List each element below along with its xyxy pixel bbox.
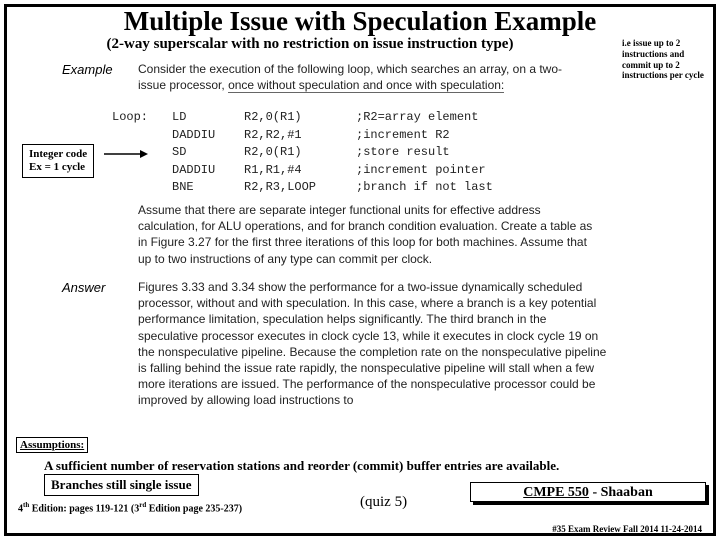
answer-paragraph: Figures 3.33 and 3.34 show the performan… (138, 279, 608, 409)
quiz-label: (quiz 5) (360, 494, 407, 511)
slide-subtitle: (2-way superscalar with no restriction o… (0, 36, 620, 53)
assumptions-label: Assumptions: (16, 437, 88, 453)
code-row: DADDIUR2,R2,#1;increment R2 (112, 128, 503, 144)
integer-note-box: Integer code Ex = 1 cycle (22, 144, 94, 178)
code-args: R2,0(R1) (244, 145, 354, 161)
ed-suffix: Edition page 235-237) (146, 503, 242, 514)
course-front: CMPE 550 - Shaaban (470, 482, 706, 502)
code-op: BNE (172, 180, 242, 196)
slide-title: Multiple Issue with Speculation Example (0, 6, 720, 37)
example-line2a: issue processor, (138, 78, 225, 92)
code-args: R2,R3,LOOP (244, 180, 354, 196)
code-args: R2,R2,#1 (244, 128, 354, 144)
code-label (112, 128, 170, 144)
footer-line: #35 Exam Review Fall 2014 11-24-2014 (552, 524, 702, 534)
side-note: i.e issue up to 2 instructions and commi… (622, 38, 710, 81)
code-op: DADDIU (172, 128, 242, 144)
example-line1: Consider the execution of the following … (138, 62, 562, 76)
course-box: CMPE 550 - Shaaban (470, 482, 706, 502)
assumption-line: A sufficient number of reservation stati… (44, 458, 559, 474)
ed-mid: Edition: pages 119-121 (3 (29, 503, 139, 514)
code-row: Loop:LDR2,0(R1);R2=array element (112, 110, 503, 126)
branches-box: Branches still single issue (44, 474, 199, 496)
assume-paragraph: Assume that there are separate integer f… (138, 202, 598, 267)
code-comment: ;increment pointer (356, 163, 503, 179)
code-args: R2,0(R1) (244, 110, 354, 126)
code-label (112, 180, 170, 196)
code-op: LD (172, 110, 242, 126)
edition-reference: 4th Edition: pages 119-121 (3rd Edition … (18, 501, 242, 514)
course-name: Shaaban (601, 485, 653, 500)
code-row: BNER2,R3,LOOP;branch if not last (112, 180, 503, 196)
example-line2b: once without speculation and once with s… (228, 78, 504, 93)
code-row: SDR2,0(R1);store result (112, 145, 503, 161)
code-op: DADDIU (172, 163, 242, 179)
code-comment: ;store result (356, 145, 503, 161)
code-label: Loop: (112, 110, 170, 126)
code-row: DADDIUR1,R1,#4;increment pointer (112, 163, 503, 179)
code-args: R1,R1,#4 (244, 163, 354, 179)
integer-note-l1: Integer code (29, 148, 87, 160)
code-op: SD (172, 145, 242, 161)
course-sep: - (589, 485, 601, 500)
answer-label: Answer (62, 280, 105, 295)
integer-note-l2: Ex = 1 cycle (29, 161, 85, 173)
arrow-icon (104, 154, 144, 155)
example-label: Example (62, 62, 113, 77)
example-text: Consider the execution of the following … (138, 61, 598, 93)
code-comment: ;branch if not last (356, 180, 503, 196)
course-code: CMPE 550 (523, 485, 589, 500)
code-comment: ;R2=array element (356, 110, 503, 126)
code-comment: ;increment R2 (356, 128, 503, 144)
assembly-code: Loop:LDR2,0(R1);R2=array element DADDIUR… (110, 108, 505, 198)
code-label (112, 163, 170, 179)
